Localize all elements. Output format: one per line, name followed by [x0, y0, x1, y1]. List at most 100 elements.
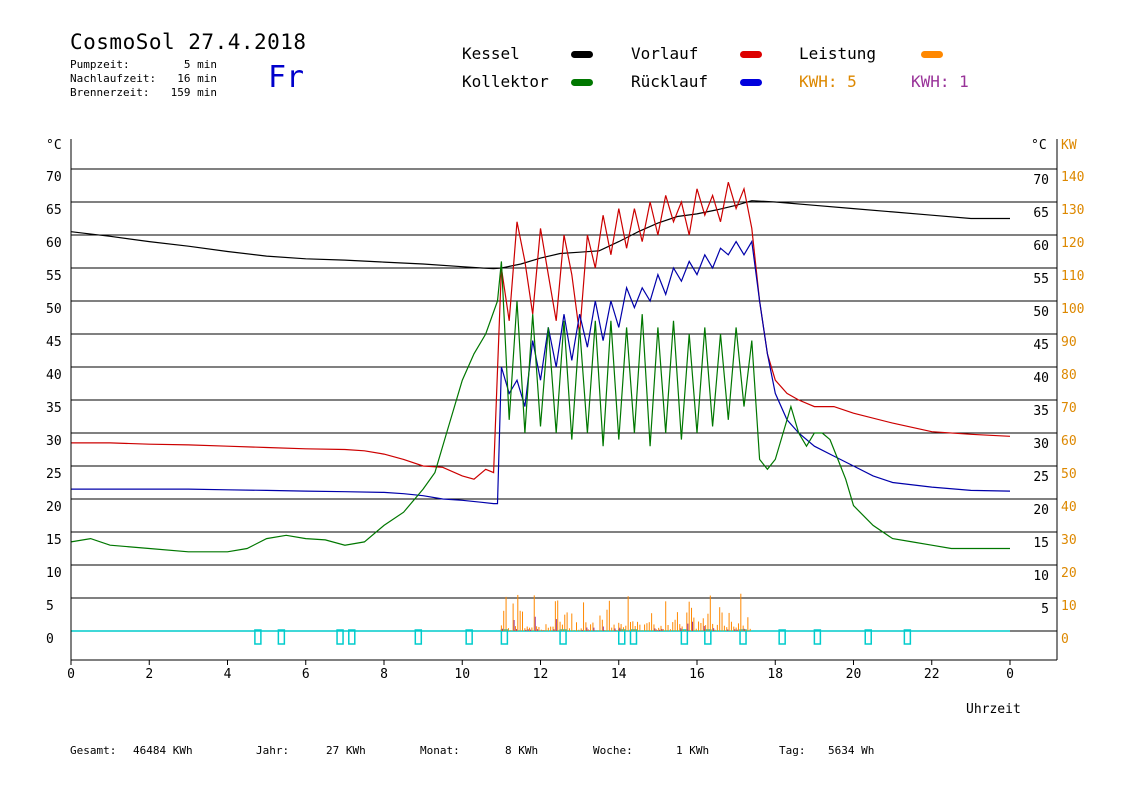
legend-kessel-swatch: [571, 51, 593, 58]
pump-marker: [864, 629, 872, 645]
y-left-tick-label: 5: [46, 599, 54, 614]
y-right-temp-tick-label: 20: [1033, 503, 1049, 518]
nachlaufzeit-label: Nachlaufzeit:: [70, 72, 157, 85]
chart-title: CosmoSol 27.4.2018: [70, 30, 307, 54]
weekday-label: Fr: [268, 60, 305, 95]
legend-kwh-orange: KWH: 5: [799, 72, 857, 91]
y-left-tick-label: 10: [46, 566, 62, 581]
brennerzeit-value: 159 min: [170, 86, 217, 99]
pump-marker: [778, 629, 786, 645]
pump-marker: [500, 629, 509, 645]
y-left-tick-label: 50: [46, 302, 62, 317]
pump-markers: [254, 629, 912, 645]
legend-vorlauf-swatch: [740, 51, 762, 58]
pump-marker: [680, 629, 689, 645]
footer-tag-value: 5634 Wh: [828, 744, 875, 757]
y-right-temp-tick-label: 30: [1033, 437, 1049, 452]
y-left-tick-label: 0: [46, 632, 54, 647]
legend-kessel-label: Kessel: [462, 44, 520, 63]
pump-marker: [465, 629, 473, 645]
x-tick-label: 8: [380, 667, 388, 682]
y-right-temp-tick-label: 45: [1033, 338, 1049, 353]
legend-kollektor-label: Kollektor: [462, 72, 549, 91]
y-right-power-tick-label: 130: [1061, 203, 1084, 218]
x-tick-label: 22: [924, 667, 940, 682]
x-axis-label: Uhrzeit: [966, 702, 1021, 717]
pumpzeit-label: Pumpzeit:: [70, 58, 130, 71]
y-right-power-tick-label: 140: [1061, 170, 1084, 185]
y-left-tick-label: 15: [46, 533, 62, 548]
pump-marker: [277, 629, 286, 645]
y-right-temp-tick-label: 70: [1033, 173, 1049, 188]
legend-ruecklauf-swatch: [740, 79, 762, 86]
footer-tag-label: Tag:: [779, 744, 806, 757]
x-tick-label: 14: [611, 667, 627, 682]
nachlaufzeit-value: 16 min: [177, 72, 217, 85]
y-right-power-tick-label: 70: [1061, 401, 1077, 416]
series-line-ruecklauf: [71, 239, 1011, 505]
series-line-kollektor: [70, 261, 1010, 553]
y-left-tick-label: 30: [46, 434, 62, 449]
y-right-temp-tick-label: 65: [1033, 206, 1049, 221]
y-right-power-tick-label: 100: [1061, 302, 1084, 317]
power-bars: [500, 593, 751, 631]
y-right-temp-tick-label: 40: [1033, 371, 1049, 386]
y-right-temp-tick-label: 10: [1033, 569, 1049, 584]
y-right-temp-unit: °C: [1031, 138, 1047, 153]
pump-marker: [414, 629, 423, 645]
y-right-power-tick-label: 0: [1061, 632, 1069, 647]
legend-vorlauf-label: Vorlauf: [631, 44, 699, 63]
y-left-tick-label: 35: [46, 401, 62, 416]
y-left-tick-label: 65: [46, 203, 62, 218]
y-right-power-tick-label: 60: [1061, 434, 1077, 449]
y-right-power-tick-label: 40: [1061, 500, 1077, 515]
y-left-tick-label: 45: [46, 335, 62, 350]
pump-marker: [336, 629, 344, 645]
y-right-power-tick-label: 120: [1061, 236, 1084, 251]
pumpzeit-value: 5 min: [183, 58, 217, 71]
series-line-vorlauf: [71, 182, 1011, 480]
legend-leistung-swatch: [921, 51, 943, 58]
y-right-temp-tick-label: 15: [1033, 536, 1049, 551]
y-left-tick-label: 70: [46, 170, 62, 185]
x-tick-label: 18: [767, 667, 783, 682]
legend-leistung-label: Leistung: [799, 44, 877, 63]
tick-labels: 0 2 4 6 8 10 12 14 16 18 20 22 005101520253035404550…: [46, 170, 1084, 682]
x-tick-label: 10: [454, 667, 470, 682]
x-tick-label: 0: [1006, 667, 1014, 682]
y-left-tick-label: 25: [46, 467, 62, 482]
y-right-power-tick-label: 90: [1061, 335, 1077, 350]
pump-marker: [739, 629, 747, 645]
x-tick-label: 4: [224, 667, 232, 682]
legend-ruecklauf-label: Rücklauf: [631, 72, 709, 91]
y-right-temp-tick-label: 35: [1033, 404, 1049, 419]
pump-marker: [254, 629, 262, 645]
y-right-power-tick-label: 10: [1061, 599, 1077, 614]
footer-woche-label: Woche:: [593, 744, 633, 757]
y-right-power-tick-label: 20: [1061, 566, 1077, 581]
x-tick-label: 0: [67, 667, 75, 682]
x-tick-label: 2: [145, 667, 153, 682]
y-right-power-unit: KW: [1061, 138, 1077, 153]
y-right-temp-tick-label: 50: [1033, 305, 1049, 320]
series-lines: [70, 182, 1011, 553]
y-right-power-tick-label: 30: [1061, 533, 1077, 548]
y-right-temp-tick-label: 5: [1041, 602, 1049, 617]
footer-gesamt-value: 46484 KWh: [133, 744, 193, 757]
pump-marker: [704, 629, 712, 645]
axes: [70, 139, 1058, 665]
y-left-tick-label: 40: [46, 368, 62, 383]
y-right-temp-tick-label: 25: [1033, 470, 1049, 485]
footer-jahr-value: 27 KWh: [326, 744, 366, 757]
y-right-temp-tick-label: 55: [1033, 272, 1049, 287]
pump-marker: [903, 629, 912, 645]
series-line-kessel: [70, 200, 1010, 270]
y-left-tick-label: 55: [46, 269, 62, 284]
legend-kwh-purple: KWH: 1: [911, 72, 969, 91]
footer-monat-value: 8 KWh: [505, 744, 539, 757]
y-left-tick-label: 60: [46, 236, 62, 251]
footer-woche-value: 1 KWh: [676, 744, 710, 757]
pump-marker: [629, 629, 638, 645]
y-right-power-tick-label: 50: [1061, 467, 1077, 482]
y-right-power-tick-label: 110: [1061, 269, 1084, 284]
